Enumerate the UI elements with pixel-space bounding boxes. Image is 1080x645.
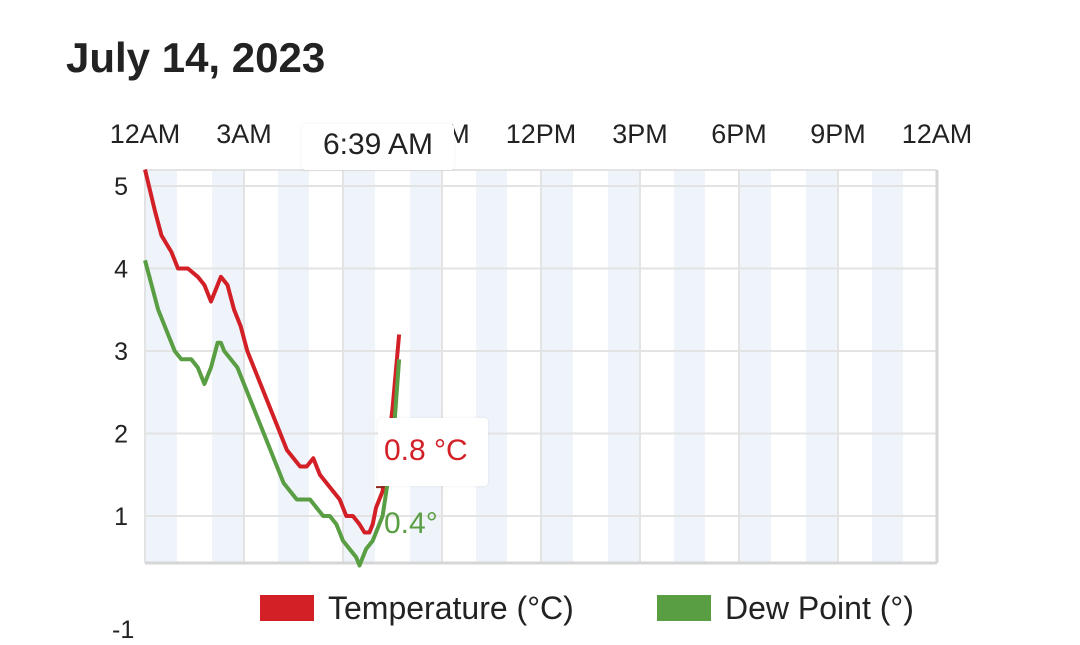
x-tick-label: 12AM <box>902 119 973 149</box>
x-tick-label: 3PM <box>612 119 668 149</box>
time-bands <box>146 170 903 563</box>
time-tooltip: 6:39 AM <box>302 124 454 170</box>
y-tick-label: 4 <box>114 256 128 284</box>
x-tick-label: 6PM <box>711 119 767 149</box>
hour-band <box>344 170 375 563</box>
legend-item-temperature[interactable]: Temperature (°C) <box>260 588 574 628</box>
x-tick-label: 3AM <box>216 119 272 149</box>
hour-band <box>608 170 639 563</box>
hour-band <box>476 170 507 563</box>
hour-band <box>542 170 573 563</box>
temperature-line <box>143 169 402 535</box>
y-tick-label: 2 <box>114 421 128 449</box>
hour-band <box>278 170 309 563</box>
dew-point-line <box>143 259 402 568</box>
temperature-value: 0.8 °C <box>384 434 468 467</box>
x-tick-label: 9PM <box>810 119 866 149</box>
hour-band <box>674 170 705 563</box>
value-tooltip <box>378 418 488 486</box>
chart-grid <box>144 169 939 565</box>
hour-band <box>872 170 903 563</box>
chart-series <box>143 169 402 568</box>
dew-point-swatch <box>657 595 711 621</box>
y-tick-label: 5 <box>114 173 128 201</box>
hour-band <box>806 170 837 563</box>
legend-item-dew-point[interactable]: Dew Point (°) <box>657 588 914 628</box>
temperature-legend-label: Temperature (°C) <box>328 589 574 626</box>
page-title: July 14, 2023 <box>66 34 326 81</box>
temperature-swatch <box>260 595 314 621</box>
y-tick-label-partial: -1 <box>112 616 135 644</box>
y-tick-label: 1 <box>114 503 128 531</box>
chart-legend: Temperature (°C) Dew Point (°) <box>0 588 1080 632</box>
x-axis-ticks: 12AM3AM6AM9AM12PM3PM6PM9PM12AM <box>110 119 973 149</box>
dew-point-legend-label: Dew Point (°) <box>725 589 914 626</box>
hour-band <box>740 170 771 563</box>
y-axis-ticks: 1 2 3 4 5 <box>114 173 128 531</box>
dew-point-value: 0.4° <box>384 507 438 540</box>
y-tick-label: 3 <box>114 338 128 366</box>
x-tick-label: 12PM <box>506 119 577 149</box>
x-tick-label: 12AM <box>110 119 181 149</box>
hour-band <box>410 170 441 563</box>
